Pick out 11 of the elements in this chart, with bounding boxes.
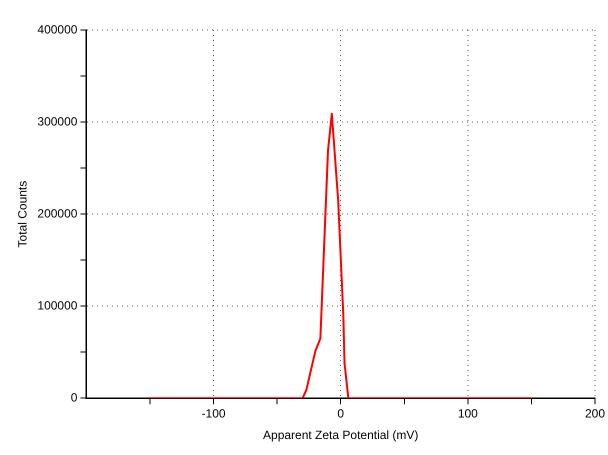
y-tick-label: 100000 [37,298,78,312]
y-tick-label: 400000 [37,22,78,36]
x-axis-title: Apparent Zeta Potential (mV) [263,428,418,442]
y-tick-label: 300000 [37,114,78,128]
y-tick-label: 200000 [37,206,78,220]
x-tick-label: -100 [202,406,226,421]
x-tick-label: 200 [584,406,606,421]
y-axis-title: Total Counts [16,180,30,248]
x-tick-label: 0 [337,406,344,421]
x-tick-label: 100 [458,406,478,421]
y-tick-label: 0 [70,390,78,405]
